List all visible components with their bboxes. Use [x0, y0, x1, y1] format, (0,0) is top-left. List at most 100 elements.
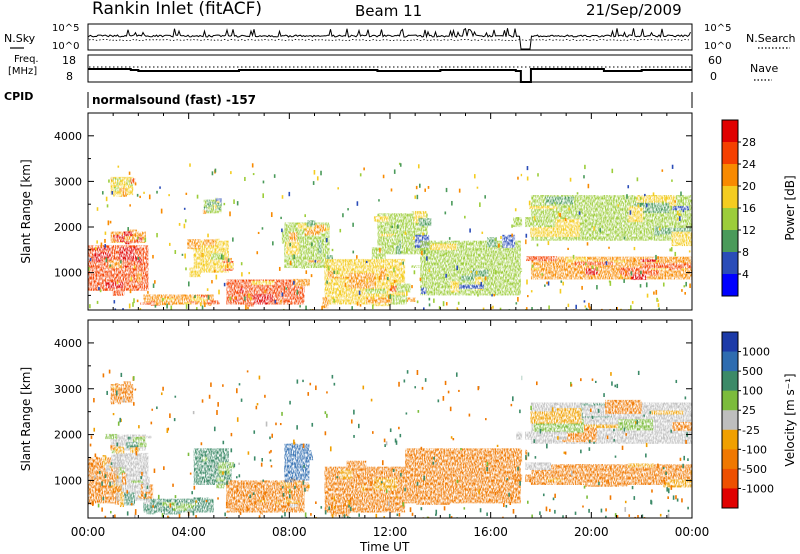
- velocity-region-cell: [294, 482, 303, 493]
- power-noise-cell: [499, 307, 502, 310]
- velocity-region-cell: [118, 467, 125, 476]
- velocity-region-cell: [224, 469, 232, 482]
- power-noise-cell: [659, 227, 661, 231]
- velocity-region-cell: [88, 465, 96, 478]
- power-noise-cell: [204, 302, 206, 308]
- velocity-noise-cell: [398, 426, 400, 430]
- power-colorbar-label: 16: [742, 202, 756, 215]
- power-noise-cell: [676, 210, 679, 216]
- velocity-noise-cell: [134, 514, 136, 518]
- velocity-noise-cell: [208, 394, 211, 399]
- power-noise-cell: [89, 304, 91, 309]
- power-noise-cell: [525, 233, 528, 238]
- power-noise-cell: [270, 212, 273, 218]
- velocity-region-cell: [120, 385, 127, 390]
- power-noise-cell: [630, 271, 633, 276]
- velocity-noise-cell: [552, 497, 555, 501]
- power-region-cell: [239, 287, 248, 293]
- power-noise-cell: [272, 241, 274, 246]
- power-noise-cell: [305, 270, 308, 274]
- station-title: Rankin Inlet (fitACF): [92, 0, 262, 19]
- power-noise-cell: [631, 300, 634, 304]
- velocity-region-cell: [134, 454, 141, 467]
- velocity-region-cell: [304, 457, 309, 469]
- power-noise-cell: [185, 192, 188, 195]
- velocity-region-cell: [143, 499, 151, 505]
- velocity-noise-cell: [144, 493, 147, 498]
- power-noise-cell: [201, 305, 204, 310]
- velocity-noise-cell: [224, 512, 226, 517]
- power-noise-cell: [498, 243, 500, 248]
- velocity-noise-cell: [450, 516, 453, 518]
- power-noise-cell: [139, 308, 142, 310]
- velocity-noise-cell: [381, 460, 384, 466]
- power-scatter: [88, 162, 692, 310]
- power-noise-cell: [413, 270, 416, 275]
- velocity-noise-cell: [255, 405, 258, 410]
- power-noise-cell: [623, 278, 625, 283]
- power-region-cell: [619, 267, 659, 276]
- power-region-cell: [531, 267, 541, 270]
- nsky-tick-top: 10^5: [52, 23, 79, 34]
- velocity-noise-cell: [238, 474, 241, 478]
- power-noise-cell: [183, 223, 186, 229]
- power-region-cell: [322, 297, 329, 309]
- power-noise-cell: [424, 188, 426, 192]
- velocity-noise-cell: [343, 514, 346, 518]
- power-noise-cell: [273, 174, 276, 178]
- power-region-cell: [124, 236, 135, 242]
- power-region-cell: [215, 238, 220, 251]
- power-noise-cell: [223, 202, 226, 206]
- velocity-region-cell: [215, 481, 225, 484]
- power-noise-cell: [623, 236, 626, 240]
- power-noise-cell: [251, 163, 254, 168]
- power-noise-cell: [113, 300, 116, 304]
- velocity-noise-cell: [163, 466, 165, 470]
- power-colorbar-swatch: [722, 142, 738, 165]
- power-noise-cell: [491, 294, 493, 297]
- velocity-region-cell: [113, 458, 120, 474]
- power-noise-cell: [300, 287, 302, 290]
- velocity-noise-cell: [161, 513, 164, 518]
- velocity-noise-cell: [90, 435, 93, 439]
- velocity-noise-cell: [613, 438, 615, 442]
- velocity-colorbar-label: -500: [742, 463, 767, 476]
- velocity-region-cell: [412, 461, 417, 475]
- power-noise-cell: [620, 308, 622, 310]
- power-noise-cell: [185, 267, 187, 271]
- power-region-cell: [420, 287, 427, 295]
- power-noise-cell: [89, 257, 92, 262]
- velocity-noise-cell: [676, 498, 679, 502]
- power-region-cell: [545, 196, 574, 205]
- power-noise-cell: [458, 188, 461, 193]
- power-region-cell: [526, 256, 557, 262]
- power-noise-cell: [339, 290, 341, 296]
- power-noise-cell: [372, 296, 375, 300]
- power-noise-cell: [281, 195, 284, 199]
- velocity-region-cell: [287, 446, 298, 451]
- power-noise-cell: [356, 301, 359, 306]
- power-noise-cell: [289, 242, 292, 247]
- velocity-noise-cell: [570, 383, 573, 387]
- power-noise-cell: [548, 305, 550, 310]
- power-noise-cell: [293, 280, 295, 285]
- power-noise-cell: [406, 248, 408, 253]
- velocity-noise-cell: [455, 372, 458, 377]
- velocity-colorbar-title: Velocity [m s⁻¹]: [783, 373, 797, 466]
- power-noise-cell: [144, 237, 147, 243]
- power-noise-cell: [616, 306, 618, 310]
- power-noise-cell: [633, 246, 636, 251]
- velocity-noise-cell: [111, 481, 114, 485]
- velocity-noise-cell: [687, 506, 689, 510]
- velocity-noise-cell: [270, 449, 272, 453]
- velocity-noise-cell: [396, 513, 399, 516]
- power-noise-cell: [261, 227, 264, 230]
- velocity-noise-cell: [421, 386, 424, 390]
- power-noise-cell: [214, 168, 217, 173]
- velocity-noise-cell: [486, 461, 489, 466]
- power-region-cell: [113, 186, 119, 194]
- velocity-region-cell: [340, 482, 359, 497]
- velocity-noise-cell: [167, 515, 169, 518]
- power-region: [322, 258, 416, 309]
- power-region-cell: [423, 267, 439, 272]
